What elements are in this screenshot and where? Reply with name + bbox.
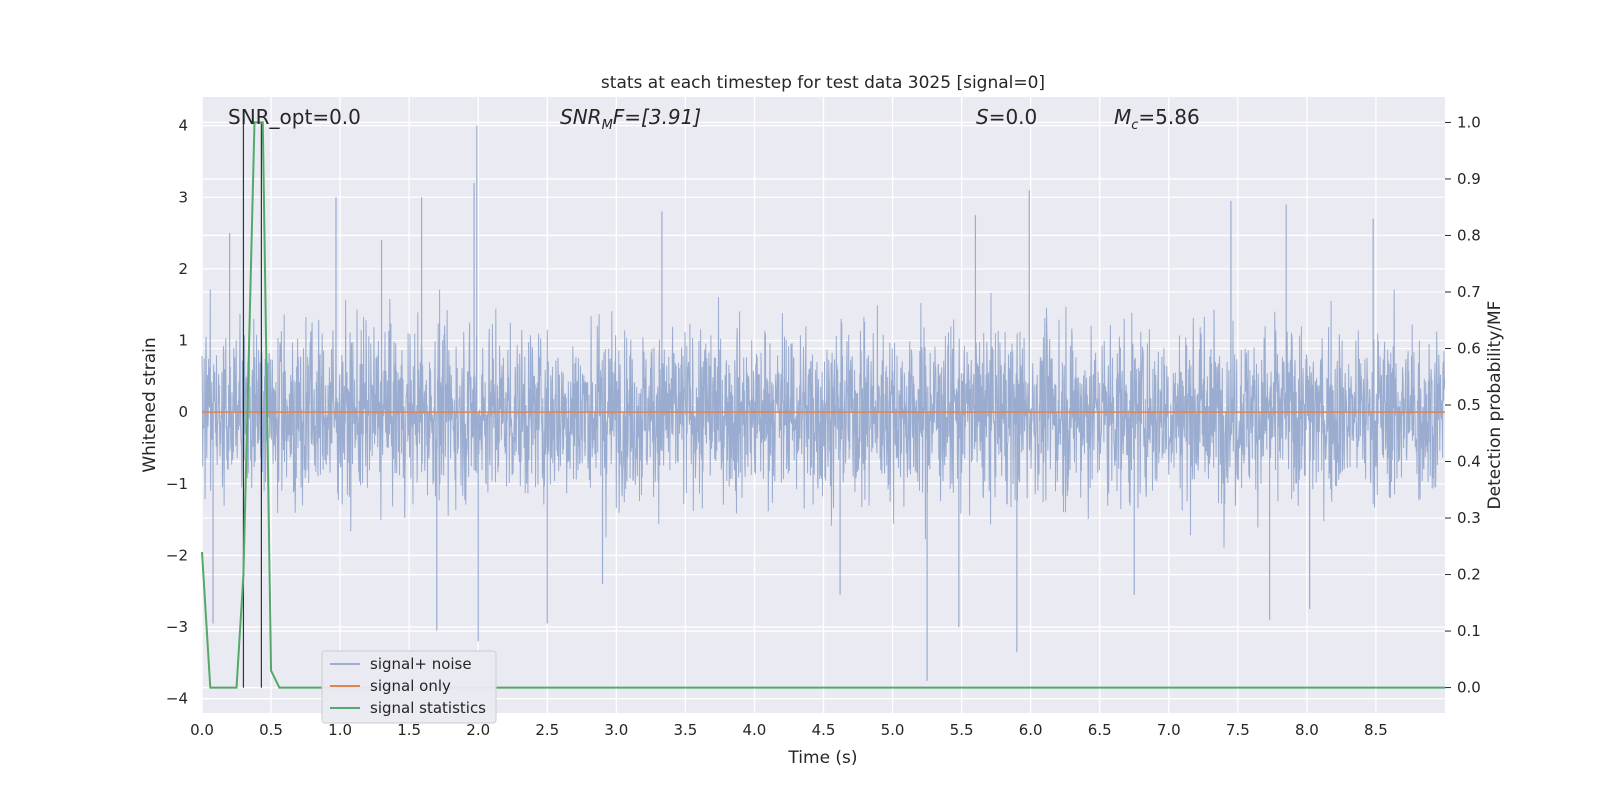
x-tick-label: 8.0 [1295, 721, 1319, 739]
y-tick-label: 0 [178, 403, 188, 421]
x-tick-label: 0.5 [259, 721, 283, 739]
x-axis-label: Time (s) [787, 748, 857, 768]
y-tick-label: 2 [178, 260, 188, 278]
legend: signal+ noise signal only signal statist… [321, 650, 497, 724]
x-tick-label: 4.5 [812, 721, 836, 739]
y-axis-label: Whitened strain [140, 337, 160, 472]
y2-axis-label: Detection probability/MF [1485, 301, 1505, 510]
y2-tick-label: 0.8 [1457, 226, 1481, 244]
x-tick-label: 4.0 [743, 721, 767, 739]
y2-tick-label: 0.5 [1457, 396, 1481, 414]
y2-tick-label: 0.4 [1457, 453, 1481, 471]
annotation-s: S=0.0 [976, 105, 1037, 129]
y2-tick-label: 1.0 [1457, 113, 1481, 131]
x-tick-label: 1.0 [328, 721, 352, 739]
y2-tick-label: 0.6 [1457, 339, 1481, 357]
legend-box [321, 650, 497, 724]
y-axis-right: 1.0 0.9 0.8 0.7 0.6 0.5 0.4 0.3 0.2 0.1 0.0 [1445, 113, 1481, 697]
legend-label-signal-statistics: signal statistics [370, 699, 486, 717]
annotation-mc: Mc=5.86 [1114, 105, 1200, 133]
x-tick-label: 2.0 [466, 721, 490, 739]
series-layer [201, 121, 1446, 689]
y-tick-label: −4 [166, 690, 188, 708]
series-signal-noise [201, 289, 1446, 548]
y-axis-left: 4 3 2 1 0 −1 −2 −3 −4 [166, 117, 188, 708]
y2-tick-label: 0.9 [1457, 170, 1481, 188]
x-tick-label: 6.5 [1088, 721, 1112, 739]
x-axis: 0.0 0.5 1.0 1.5 2.0 2.5 3.0 3.5 4.0 4.5 5.0 5.5 6.0 6… [190, 721, 1388, 739]
annotation-snr-mf: SNRMF=[3.91] [560, 105, 701, 133]
x-tick-label: 7.5 [1226, 721, 1250, 739]
legend-label-signal-noise: signal+ noise [370, 655, 472, 673]
y2-tick-label: 0.2 [1457, 566, 1481, 584]
y-tick-label: 4 [178, 117, 188, 135]
x-tick-label: 5.0 [881, 721, 905, 739]
x-tick-label: 8.5 [1364, 721, 1388, 739]
x-tick-label: 2.5 [535, 721, 559, 739]
y2-tick-label: 0.0 [1457, 679, 1481, 697]
x-tick-label: 1.5 [397, 721, 421, 739]
x-tick-label: 3.5 [673, 721, 697, 739]
y-tick-label: −1 [166, 475, 188, 493]
y2-tick-label: 0.1 [1457, 622, 1481, 640]
x-tick-label: 5.5 [950, 721, 974, 739]
y-tick-label: 1 [178, 332, 188, 350]
series-signal-statistics [201, 121, 1445, 689]
y-tick-label: 3 [178, 188, 188, 206]
x-tick-label: 7.0 [1157, 721, 1181, 739]
y2-tick-label: 0.7 [1457, 283, 1481, 301]
y2-tick-label: 0.3 [1457, 509, 1481, 527]
legend-label-signal-only: signal only [370, 677, 451, 695]
chart-title: stats at each timestep for test data 302… [601, 73, 1045, 93]
annotation-snr-opt: SNR_opt=0.0 [228, 105, 361, 129]
y-tick-label: −2 [166, 546, 188, 564]
x-tick-label: 6.0 [1019, 721, 1043, 739]
x-tick-label: 0.0 [190, 721, 214, 739]
x-tick-label: 3.0 [604, 721, 628, 739]
y-tick-label: −3 [166, 618, 188, 636]
